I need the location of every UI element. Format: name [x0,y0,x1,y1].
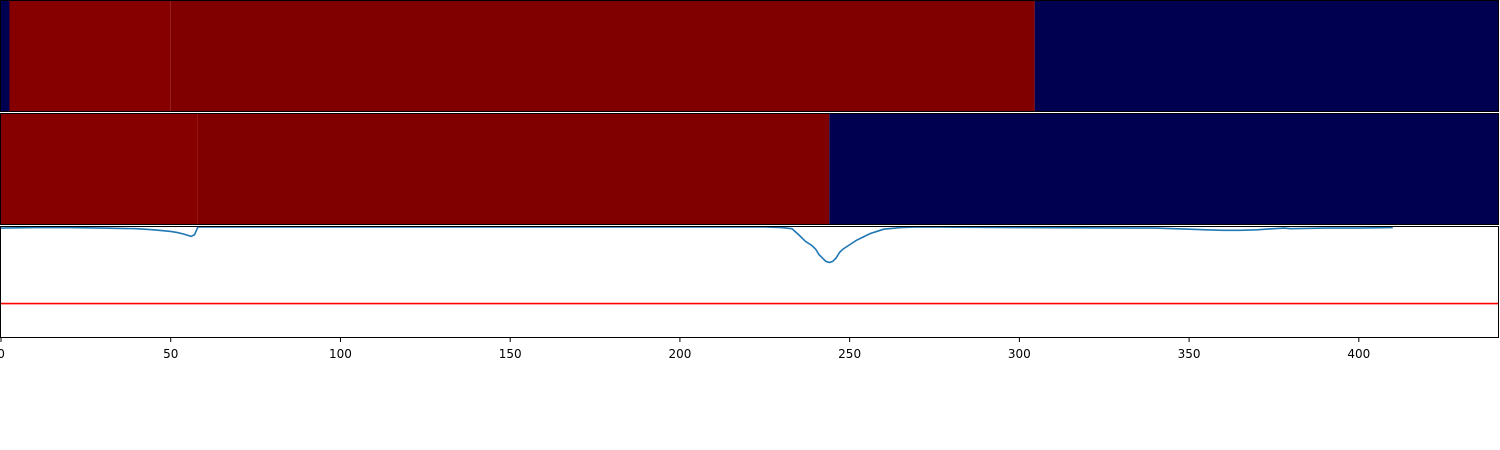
series-line [0,226,1393,264]
heatmap-segment [9,1,171,112]
heatmap-panel-2-frame [0,113,1499,225]
heatmap-segment [1,1,10,112]
heatmap-segment [197,114,830,225]
heatmap-segment [170,1,1035,112]
heatmap-segment [829,114,1498,225]
heatmap-panel-2 [1,114,1498,225]
x-tick-label: 0 [0,347,5,361]
heatmap-segment [1,114,198,225]
x-axis: 0 50 100 150 200 250 300 350 400 [0,338,1370,361]
x-tick-label: 250 [838,347,861,361]
x-tick-label: 350 [1178,347,1201,361]
line-plot-frame [0,226,1499,338]
x-tick-label: 50 [163,347,178,361]
x-tick-label: 150 [499,347,522,361]
heatmap-segment [1034,1,1498,112]
x-tick-label: 100 [329,347,352,361]
heatmap-panel-1-frame [0,0,1499,112]
x-tick-label: 400 [1347,347,1370,361]
x-tick-label: 300 [1008,347,1031,361]
line-plot-panel [0,226,1499,338]
heatmap-panel-1 [1,1,1498,112]
x-tick-label: 200 [668,347,691,361]
